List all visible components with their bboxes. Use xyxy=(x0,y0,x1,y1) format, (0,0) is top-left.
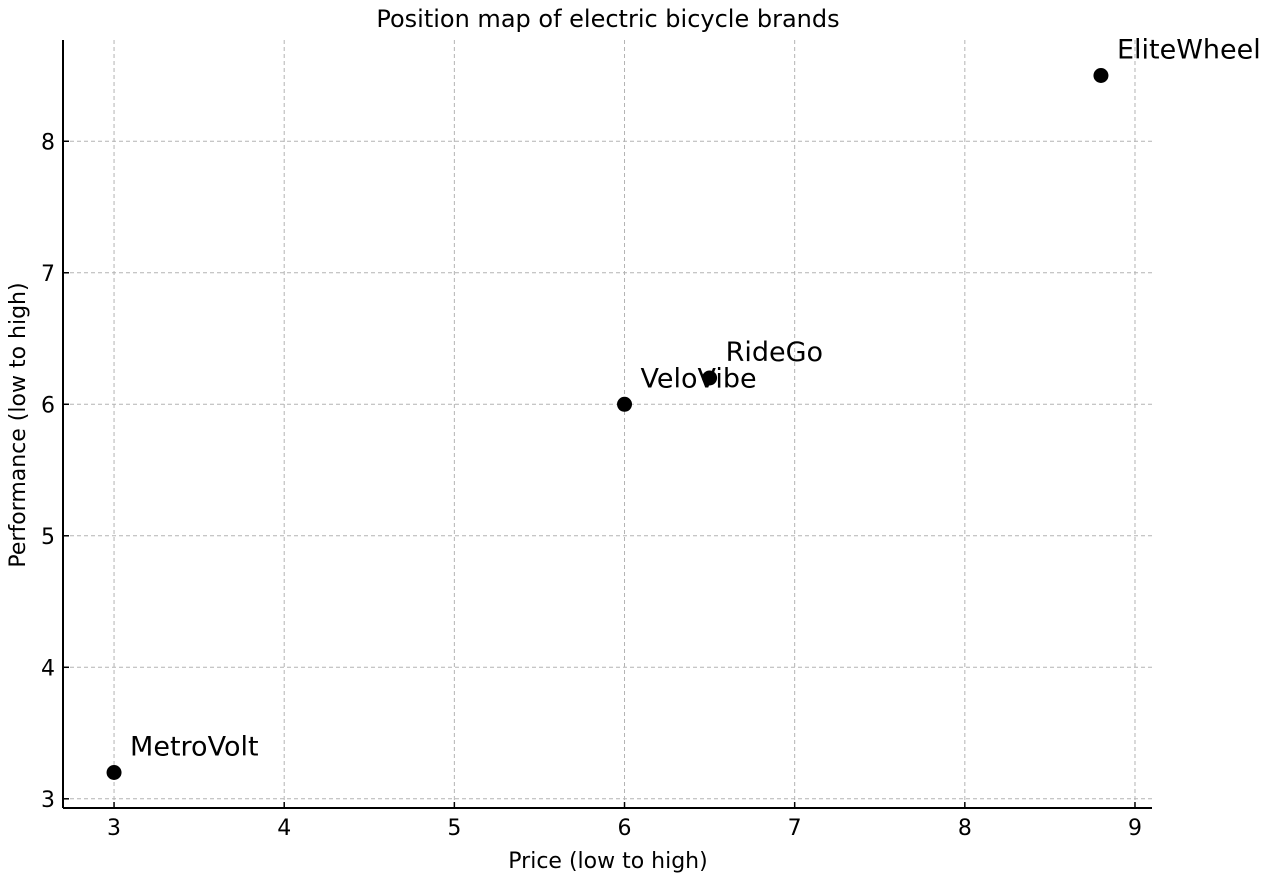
x-tick-label: 8 xyxy=(958,816,972,841)
axes xyxy=(62,40,1152,809)
point-label: VeloVibe xyxy=(641,363,757,394)
y-tick-label: 7 xyxy=(41,262,55,287)
x-tick-label: 6 xyxy=(618,816,632,841)
data-point xyxy=(1093,68,1109,84)
x-tick-label: 7 xyxy=(788,816,802,841)
point-label: MetroVolt xyxy=(130,731,259,762)
chart-title: Position map of electric bicycle brands xyxy=(376,5,839,33)
point-label: RideGo xyxy=(726,337,823,368)
x-tick-label: 5 xyxy=(447,816,461,841)
y-tick-label: 8 xyxy=(41,130,55,155)
x-axis-title: Price (low to high) xyxy=(508,849,707,874)
point-label: EliteWheel xyxy=(1117,35,1261,66)
data-points xyxy=(106,68,1109,780)
y-tick-label: 5 xyxy=(41,525,55,550)
y-tick-label: 3 xyxy=(41,788,55,813)
x-tick-label: 4 xyxy=(277,816,291,841)
x-tick-label: 9 xyxy=(1128,816,1142,841)
x-tick-label: 3 xyxy=(107,816,121,841)
tick-labels: 3 4 5 6 7 8 9 3 4 5 6 7 8 xyxy=(41,130,1142,841)
data-point xyxy=(702,370,718,386)
grid-lines xyxy=(63,40,1152,808)
data-point xyxy=(106,764,122,780)
y-tick-label: 6 xyxy=(41,393,55,418)
y-tick-label: 4 xyxy=(41,656,55,681)
data-point xyxy=(617,396,633,412)
y-axis-title: Performance (low to high) xyxy=(6,282,31,567)
